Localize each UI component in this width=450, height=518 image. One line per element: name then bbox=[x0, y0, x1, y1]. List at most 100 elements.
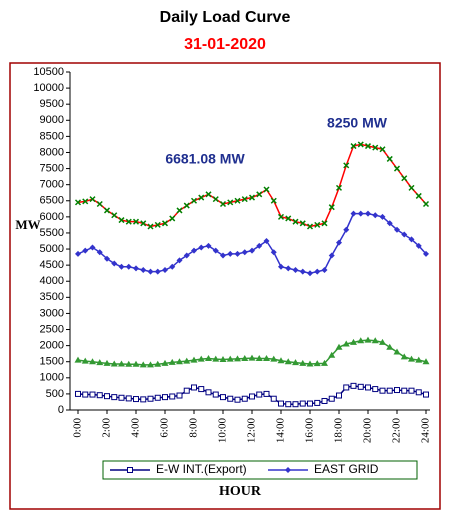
marker bbox=[306, 223, 314, 230]
marker bbox=[321, 397, 328, 404]
marker bbox=[343, 384, 350, 391]
marker bbox=[205, 389, 212, 396]
y-tick-label: 10500 bbox=[33, 66, 64, 78]
marker bbox=[306, 360, 314, 367]
x-tick-label: 24:00 bbox=[420, 418, 432, 444]
marker bbox=[372, 386, 379, 393]
marker bbox=[212, 247, 219, 254]
marker bbox=[176, 358, 183, 365]
marker bbox=[292, 359, 299, 366]
marker bbox=[140, 220, 147, 227]
marker bbox=[321, 220, 328, 227]
marker bbox=[263, 238, 270, 244]
marker bbox=[161, 220, 169, 227]
y-tick-label: 4500 bbox=[40, 259, 64, 271]
marker bbox=[364, 143, 372, 150]
marker bbox=[314, 399, 321, 406]
y-tick-label: 10000 bbox=[33, 82, 64, 94]
x-tick-label: 14:00 bbox=[275, 418, 287, 444]
marker bbox=[127, 467, 133, 473]
marker bbox=[198, 386, 205, 393]
marker bbox=[154, 268, 161, 275]
marker bbox=[401, 387, 408, 394]
marker bbox=[422, 358, 430, 365]
marker bbox=[220, 394, 226, 401]
marker bbox=[357, 141, 364, 148]
marker bbox=[96, 249, 103, 256]
marker bbox=[140, 266, 147, 273]
marker bbox=[386, 155, 393, 162]
marker bbox=[415, 242, 422, 249]
marker bbox=[219, 200, 227, 208]
marker bbox=[328, 395, 335, 402]
legend-label: EAST GRID bbox=[314, 462, 379, 476]
marker bbox=[96, 200, 103, 208]
marker bbox=[299, 359, 307, 366]
x-tick-label: 4:00 bbox=[130, 418, 142, 438]
marker bbox=[118, 217, 125, 224]
marker bbox=[89, 244, 96, 251]
marker bbox=[191, 247, 197, 254]
y-tick-label: 6500 bbox=[40, 195, 64, 207]
marker bbox=[220, 252, 226, 259]
marker bbox=[96, 392, 103, 399]
marker bbox=[176, 207, 183, 214]
marker bbox=[147, 361, 154, 368]
marker bbox=[256, 242, 263, 249]
marker bbox=[285, 401, 292, 408]
marker bbox=[314, 268, 321, 275]
marker bbox=[183, 252, 190, 259]
marker bbox=[133, 396, 139, 403]
marker bbox=[154, 221, 161, 228]
annotation: 8250 MW bbox=[327, 115, 388, 131]
marker bbox=[393, 348, 401, 355]
marker bbox=[408, 355, 415, 362]
x-tick-label: 0:00 bbox=[72, 418, 84, 438]
marker bbox=[285, 215, 292, 222]
marker bbox=[423, 250, 429, 257]
marker bbox=[270, 395, 277, 402]
marker bbox=[118, 360, 125, 367]
marker bbox=[379, 146, 386, 153]
marker bbox=[393, 165, 401, 172]
marker bbox=[147, 268, 154, 275]
marker bbox=[307, 270, 313, 277]
marker bbox=[335, 343, 343, 350]
marker bbox=[227, 199, 234, 206]
marker bbox=[256, 391, 263, 398]
marker bbox=[277, 357, 285, 364]
marker bbox=[241, 354, 249, 361]
marker bbox=[408, 184, 415, 191]
marker bbox=[335, 184, 343, 191]
marker bbox=[328, 204, 335, 211]
marker bbox=[321, 266, 328, 273]
marker bbox=[328, 351, 336, 358]
y-tick-label: 8500 bbox=[40, 130, 64, 142]
marker bbox=[379, 387, 386, 394]
marker bbox=[394, 387, 400, 394]
y-tick-label: 3000 bbox=[40, 307, 64, 319]
y-tick-label: 3500 bbox=[40, 291, 64, 303]
marker bbox=[343, 162, 350, 169]
marker bbox=[81, 357, 89, 364]
marker bbox=[125, 360, 133, 367]
marker bbox=[379, 213, 386, 220]
marker bbox=[169, 215, 176, 222]
marker bbox=[74, 356, 82, 363]
marker bbox=[234, 355, 241, 362]
marker bbox=[285, 467, 291, 473]
marker bbox=[350, 382, 357, 389]
marker bbox=[133, 265, 139, 272]
marker bbox=[256, 191, 263, 198]
marker bbox=[183, 357, 191, 364]
marker bbox=[299, 220, 306, 227]
marker bbox=[82, 247, 89, 254]
x-tick-label: 12:00 bbox=[246, 418, 258, 444]
marker bbox=[104, 255, 110, 262]
y-tick-label: 2000 bbox=[40, 340, 64, 352]
marker bbox=[198, 194, 205, 201]
marker bbox=[125, 263, 132, 270]
legend bbox=[102, 460, 418, 480]
x-tick-label: 8:00 bbox=[188, 418, 200, 438]
